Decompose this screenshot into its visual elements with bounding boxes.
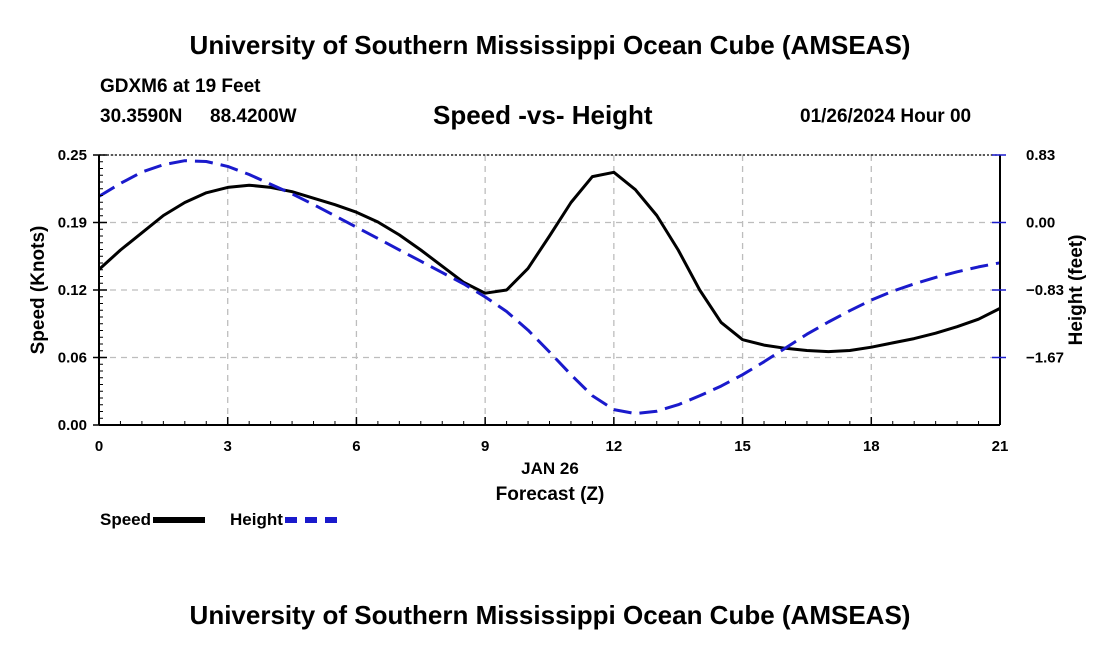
x-tick-label: 15 [734, 438, 751, 455]
y2-tick-label: −0.83 [1026, 282, 1064, 299]
x-tick-label: 6 [352, 438, 360, 455]
legend-speed-label: Speed [100, 510, 152, 529]
y2-tick-label: 0.00 [1026, 215, 1055, 232]
x-axis-label: Forecast (Z) [496, 484, 605, 505]
legend-item-speed: Speed [100, 510, 206, 530]
y-tick-label: 0.06 [58, 350, 87, 367]
legend-height-label: Height [230, 510, 283, 529]
y-tick-label: 0.19 [58, 215, 87, 232]
axes-layer: 0 3 6 9 12 15 18 21 0.00 0.06 0.12 0.19 0.25 0.83 0.00… [58, 147, 1064, 455]
x-tick-label: 3 [224, 438, 232, 455]
series-layer [97, 159, 1001, 416]
forecast-datetime: 01/26/2024 Hour 00 [800, 106, 972, 127]
series-line-height [98, 159, 1001, 416]
legend-speed-swatch [153, 517, 206, 523]
chart-main-title: University of Southern Mississippi Ocean… [189, 30, 911, 60]
x-tick-label: 12 [606, 438, 623, 455]
x-tick-label: 9 [481, 438, 489, 455]
series-line-speed [97, 170, 1001, 354]
station-label: GDXM6 at 19 Feet [100, 76, 261, 97]
y-tick-label: 0.12 [58, 282, 87, 299]
legend-item-height: Height [230, 510, 337, 530]
y2-tick-label: 0.83 [1026, 147, 1055, 164]
y-axis-label: Speed (Knots) [28, 226, 49, 355]
legend-height-swatch [284, 517, 337, 523]
x-tick-label: 18 [863, 438, 880, 455]
y2-axis-label: Height (feet) [1066, 235, 1087, 346]
chart-subtitle: Speed -vs- Height [433, 100, 653, 130]
y-tick-label: 0.25 [58, 147, 87, 164]
latitude-label: 30.3590N [100, 106, 183, 127]
y2-tick-label: −1.67 [1026, 350, 1064, 367]
footer-title: University of Southern Mississippi Ocean… [189, 600, 911, 630]
x-axis-date-label: JAN 26 [521, 459, 579, 478]
grid-layer [99, 154, 1000, 425]
y-tick-label: 0.00 [58, 417, 87, 434]
x-tick-label: 0 [95, 438, 103, 455]
x-tick-label: 21 [992, 438, 1009, 455]
longitude-label: 88.4200W [210, 106, 297, 127]
